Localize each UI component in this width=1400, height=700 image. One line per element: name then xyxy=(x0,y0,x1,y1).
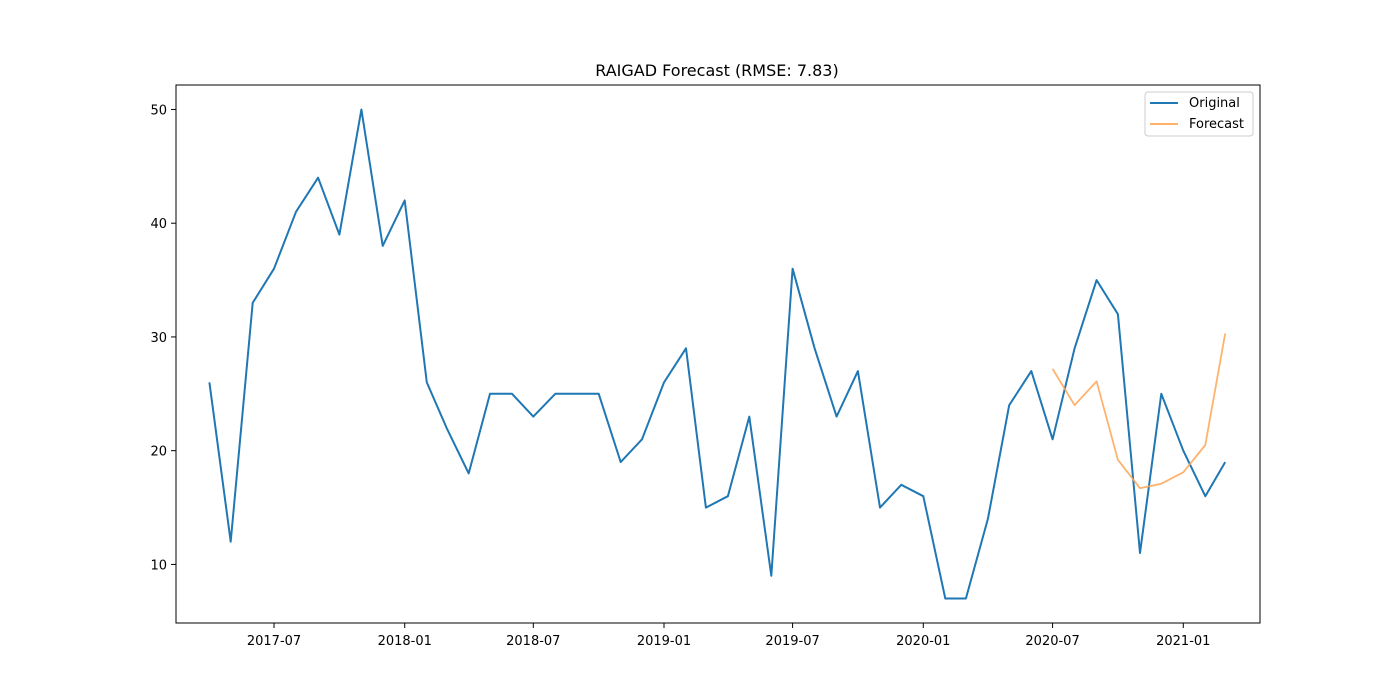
chart-title: RAIGAD Forecast (RMSE: 7.83) xyxy=(595,61,838,80)
y-tick-label: 20 xyxy=(150,445,167,460)
x-tick-label: 2020-01 xyxy=(896,634,950,649)
x-tick-label: 2017-07 xyxy=(247,634,301,649)
legend-original-label: Original xyxy=(1189,96,1240,111)
y-axis: 10 20 30 40 50 xyxy=(150,103,176,573)
x-axis: 2017-07 2018-01 2018-07 2019-01 2019-07 2020-… xyxy=(247,623,1210,649)
y-tick-label: 10 xyxy=(150,558,167,573)
x-tick-label: 2019-01 xyxy=(637,634,691,649)
x-tick-label: 2019-07 xyxy=(765,634,819,649)
series-line-forecast xyxy=(1051,333,1227,490)
x-tick-label: 2021-01 xyxy=(1156,634,1210,649)
series-line-original xyxy=(208,108,1227,600)
series-layer xyxy=(208,108,1227,600)
legend: Original Forecast xyxy=(1144,91,1254,137)
y-tick-label: 40 xyxy=(150,217,167,232)
y-tick-label: 30 xyxy=(150,331,167,346)
x-tick-label: 2018-07 xyxy=(506,634,560,649)
y-tick-label: 50 xyxy=(150,103,167,118)
x-tick-label: 2020-07 xyxy=(1025,634,1079,649)
x-tick-label: 2018-01 xyxy=(378,634,432,649)
legend-forecast-label: Forecast xyxy=(1189,117,1244,132)
plot-frame xyxy=(175,84,1261,624)
